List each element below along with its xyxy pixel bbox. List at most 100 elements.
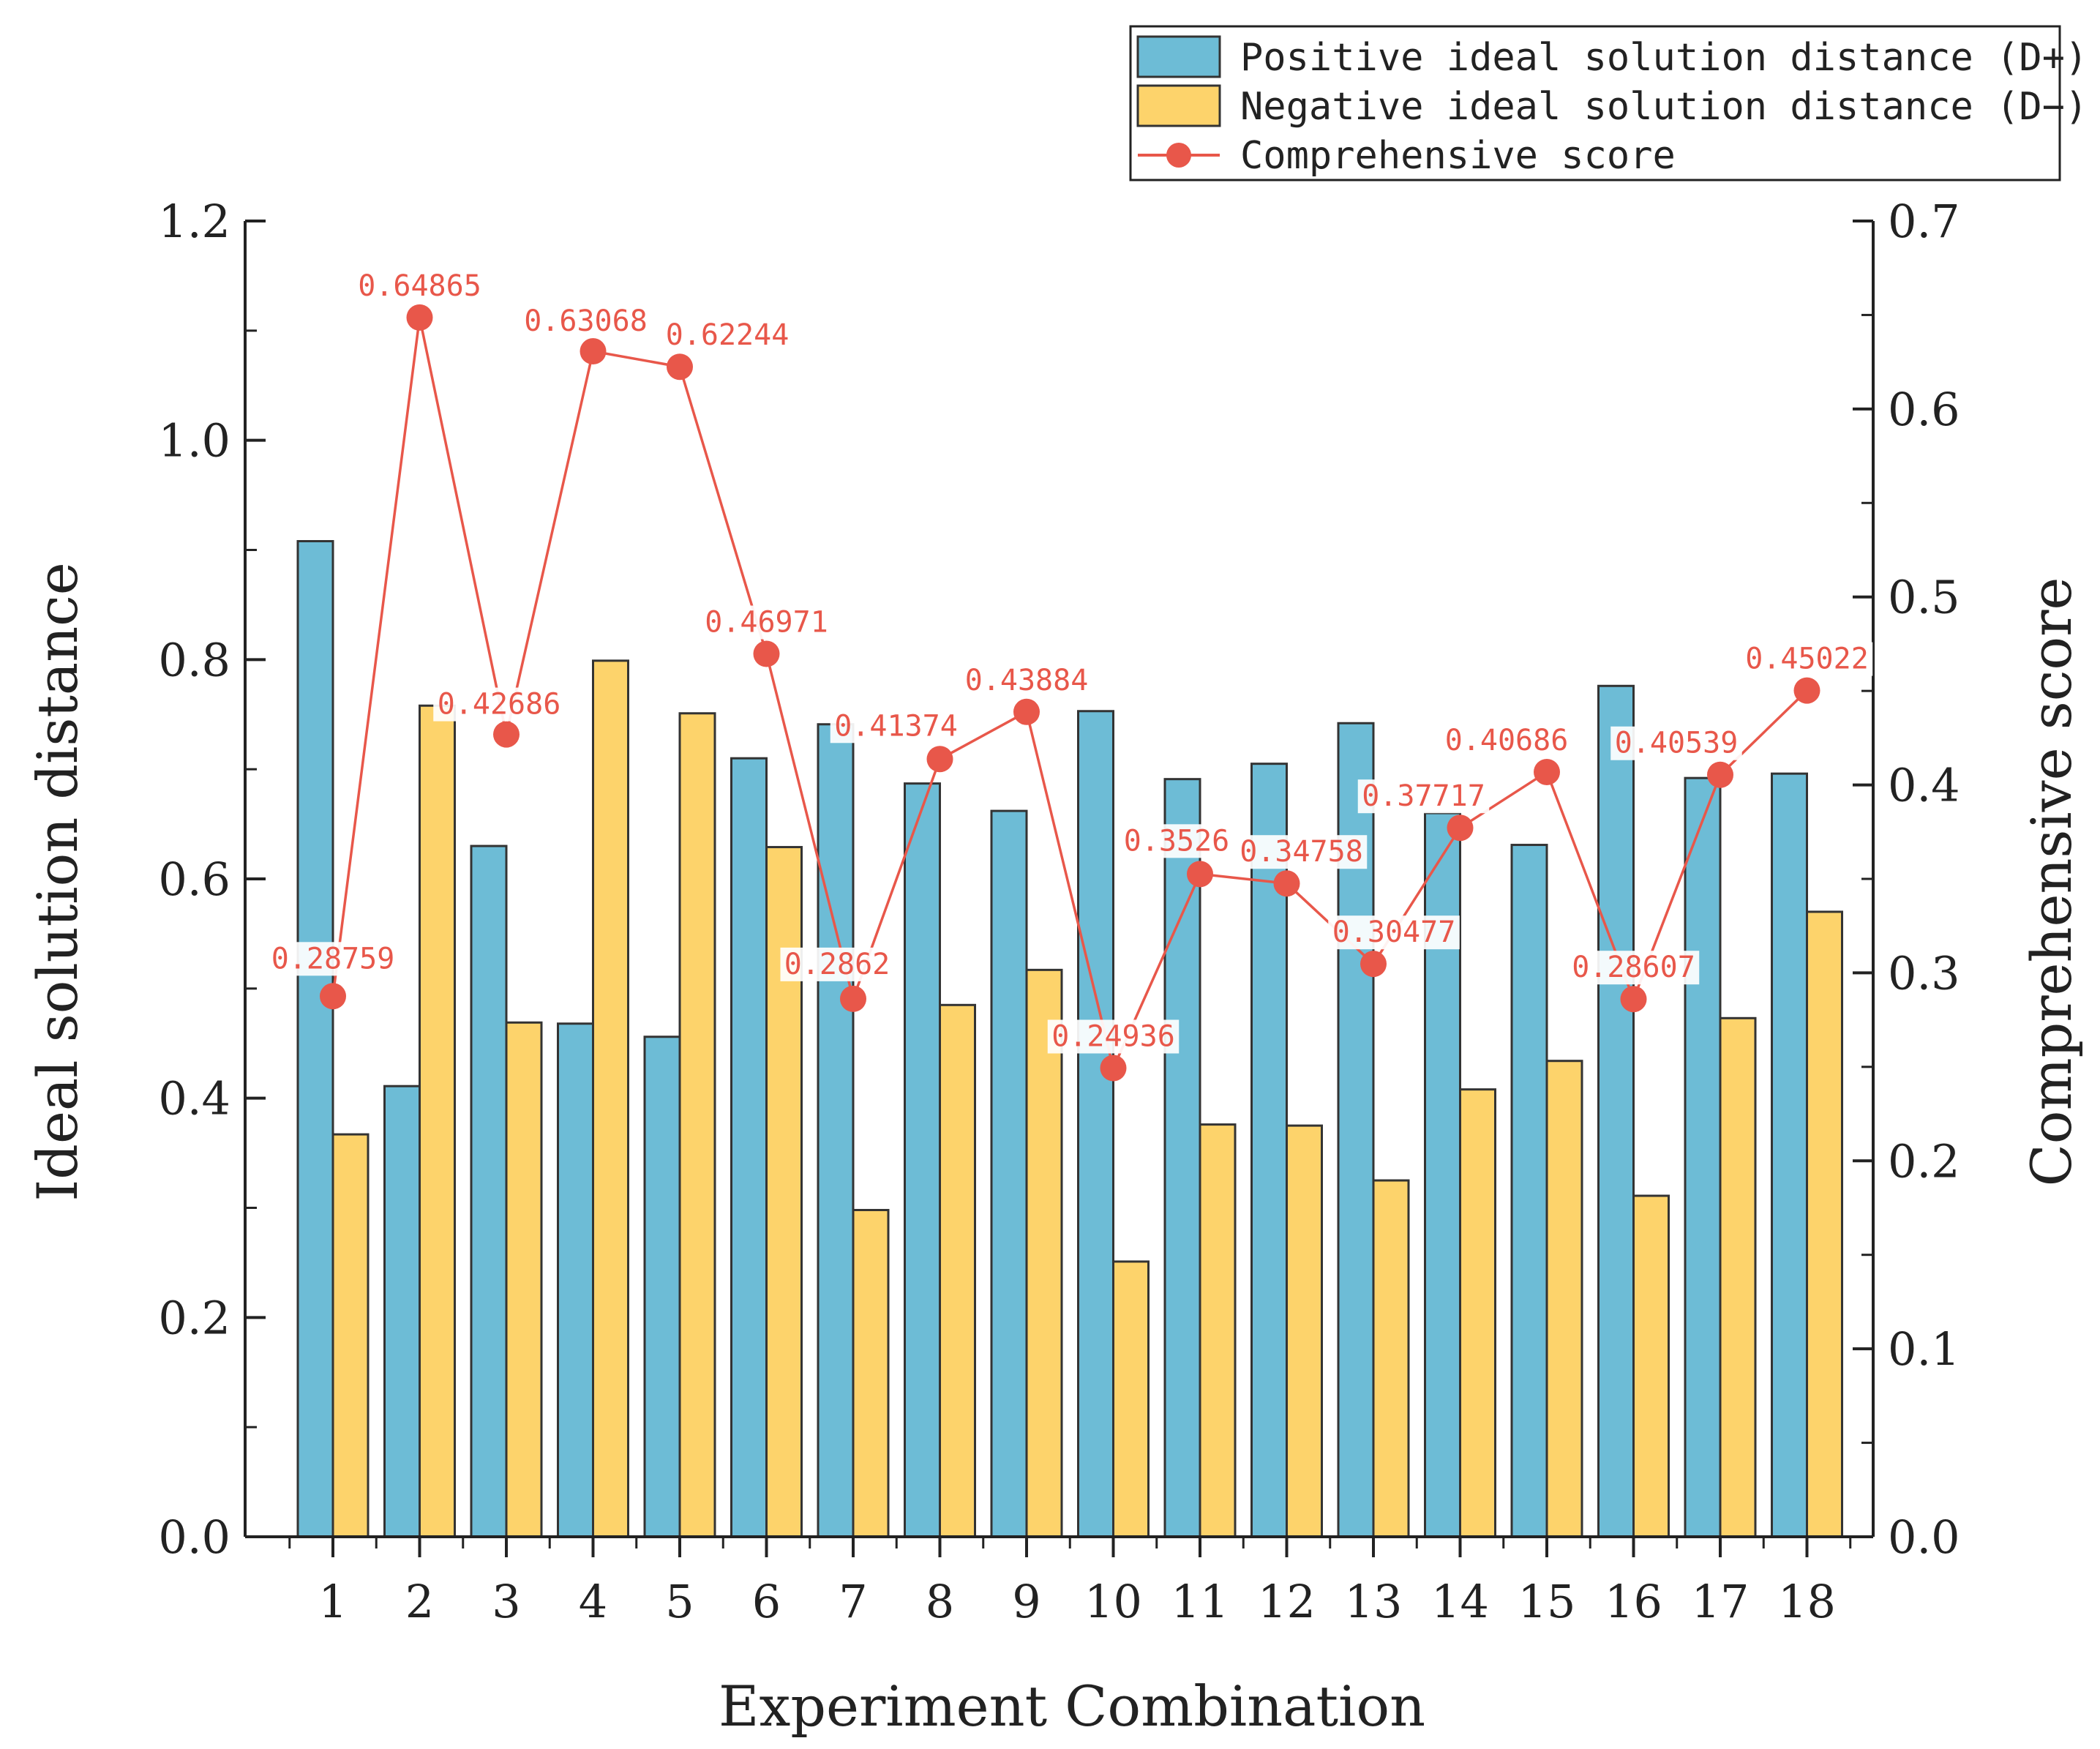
score-point-15 (1534, 758, 1560, 785)
bar-dminus-8 (939, 1003, 976, 1538)
x-axis-title: Experiment Combination (719, 1674, 1425, 1739)
y2-tick-label-0.1: 0.1 (1888, 1322, 1960, 1376)
score-point-11 (1187, 861, 1213, 888)
legend-label-score: Comprehensive score (1240, 134, 1676, 178)
legend-swatch-dminus (1136, 84, 1221, 127)
data-label-12: 0.34758 (1240, 835, 1363, 869)
score-line-layer (320, 304, 1820, 1082)
score-point-14 (1447, 814, 1474, 842)
x-tick-label-2: 2 (405, 1575, 434, 1628)
bar-dminus-3 (505, 1021, 543, 1538)
data-label-bg-5 (661, 318, 793, 353)
score-point-5 (667, 353, 693, 381)
score-point-8 (926, 746, 953, 773)
y2-tick-label-0.6: 0.6 (1888, 383, 1960, 436)
legend-label-dplus: Positive ideal solution distance (D+) (1240, 36, 2088, 80)
bar-dplus-3 (470, 844, 508, 1538)
data-label-15: 0.40686 (1445, 724, 1569, 757)
y2-tick-label-0.0: 0.0 (1888, 1510, 1960, 1564)
data-labels-layer: 0.28759 0.64865 0.42686 0.63068 0.62244 0.469… (267, 269, 1873, 1054)
bar-dminus-12 (1286, 1124, 1323, 1538)
data-label-bg-12 (1235, 835, 1368, 869)
bar-dplus-2 (383, 1085, 421, 1538)
bar-dminus-9 (1025, 968, 1063, 1538)
bar-dplus-7 (817, 723, 855, 1538)
data-label-bg-16 (1567, 951, 1700, 985)
score-point-2 (406, 304, 433, 331)
data-label-9: 0.43884 (965, 664, 1089, 697)
data-label-6: 0.46971 (705, 606, 828, 640)
y2-tick-label-0.3: 0.3 (1888, 946, 1960, 1000)
y-tick-label-0.2: 0.2 (158, 1291, 230, 1344)
data-label-bg-8 (830, 709, 962, 744)
y2-tick-label-0.5: 0.5 (1888, 571, 1960, 624)
data-label-5: 0.62244 (666, 318, 790, 352)
data-label-bg-3 (433, 687, 565, 722)
bar-dplus-4 (557, 1022, 594, 1538)
data-label-bg-9 (961, 663, 1092, 697)
y2-tick-label-0.4: 0.4 (1888, 759, 1960, 812)
score-point-3 (493, 721, 520, 748)
bar-dplus-6 (730, 757, 768, 1538)
bar-dminus-4 (592, 659, 629, 1538)
score-point-7 (840, 985, 866, 1012)
score-point-16 (1620, 986, 1647, 1013)
bar-dminus-18 (1806, 910, 1843, 1538)
score-point-10 (1100, 1055, 1127, 1082)
score-line (331, 317, 1808, 1072)
bar-dplus-5 (643, 1035, 681, 1538)
data-label-17: 0.40539 (1615, 727, 1739, 760)
x-tick-label-13: 13 (1345, 1575, 1403, 1628)
x-tick-label-12: 12 (1258, 1575, 1316, 1628)
bar-dminus-1 (331, 1133, 370, 1538)
data-label-bg-6 (700, 605, 833, 640)
y-tick-label-0.0: 0.0 (158, 1510, 230, 1564)
x-tick-label-11: 11 (1171, 1575, 1229, 1628)
legend-swatch-dplus (1136, 35, 1221, 78)
data-label-bg-17 (1610, 726, 1742, 760)
bar-dminus-11 (1199, 1123, 1237, 1538)
x-tick-label-8: 8 (926, 1575, 954, 1628)
score-point-4 (580, 338, 607, 365)
data-label-bg-14 (1357, 779, 1490, 814)
data-label-bg-4 (520, 304, 652, 339)
bar-dminus-14 (1459, 1088, 1496, 1538)
data-label-bg-15 (1441, 723, 1572, 757)
data-label-18: 0.45022 (1745, 643, 1869, 676)
data-label-1: 0.28759 (271, 942, 395, 975)
x-tick-label-1: 1 (318, 1575, 347, 1628)
bar-dplus-17 (1684, 776, 1722, 1538)
data-label-bg-2 (353, 269, 486, 303)
data-label-7: 0.2862 (784, 948, 890, 981)
bar-dplus-9 (990, 809, 1028, 1538)
y2-axis-title: Comprehensive score (2019, 577, 2084, 1187)
data-label-bg-13 (1328, 915, 1460, 950)
x-tick-label-7: 7 (839, 1575, 867, 1628)
bar-dminus-7 (852, 1208, 890, 1538)
bar-dplus-16 (1597, 684, 1635, 1538)
y-axis-title: Ideal solution distance (25, 562, 90, 1201)
x-tick-label-16: 16 (1605, 1575, 1662, 1628)
data-label-16: 0.28607 (1572, 951, 1695, 984)
data-label-3: 0.42686 (438, 688, 561, 722)
score-point-13 (1360, 951, 1387, 978)
x-tick-label-4: 4 (579, 1575, 607, 1628)
score-point-17 (1707, 761, 1733, 788)
score-point-12 (1273, 870, 1300, 897)
bar-dminus-15 (1545, 1060, 1583, 1538)
score-point-1 (320, 983, 346, 1010)
bar-dplus-1 (296, 540, 334, 1538)
legend: Positive ideal solution distance (D+) Ne… (1129, 25, 2088, 181)
bar-dplus-18 (1771, 772, 1808, 1538)
data-label-4: 0.63068 (524, 304, 648, 338)
data-label-bg-7 (780, 947, 894, 981)
data-label-bg-1 (267, 942, 399, 976)
score-point-9 (1013, 698, 1040, 725)
axes-layer: 0.0 0.2 0.4 0.6 0.8 1.0 1.2 0.0 0.1 0.2 0.3 0.4 0.5 0… (158, 195, 1960, 1628)
x-tick-label-14: 14 (1431, 1575, 1489, 1628)
legend-label-dminus: Negative ideal solution distance (D−) (1240, 85, 2088, 129)
bar-dminus-16 (1632, 1194, 1670, 1538)
data-label-11: 0.3526 (1124, 824, 1230, 858)
bar-dplus-8 (904, 782, 941, 1538)
